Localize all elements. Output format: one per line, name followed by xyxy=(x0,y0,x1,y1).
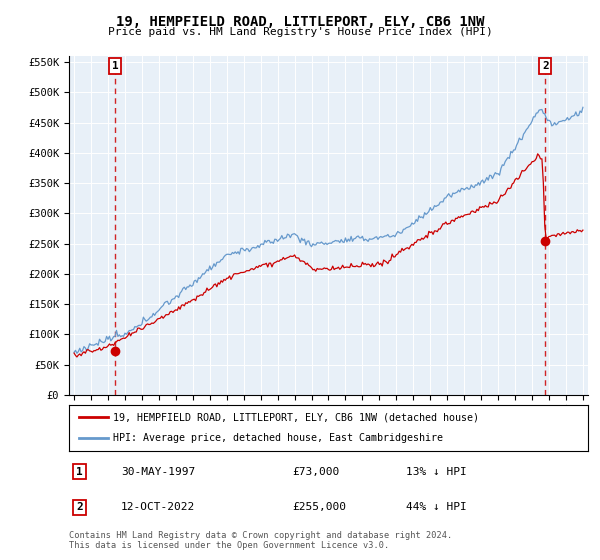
Text: 1: 1 xyxy=(76,466,83,477)
Text: 1: 1 xyxy=(112,61,119,71)
Text: 2: 2 xyxy=(542,61,548,71)
Text: 19, HEMPFIELD ROAD, LITTLEPORT, ELY, CB6 1NW (detached house): 19, HEMPFIELD ROAD, LITTLEPORT, ELY, CB6… xyxy=(113,412,479,422)
Text: £255,000: £255,000 xyxy=(292,502,346,512)
Text: 2: 2 xyxy=(76,502,83,512)
Text: 13% ↓ HPI: 13% ↓ HPI xyxy=(406,466,467,477)
Text: Price paid vs. HM Land Registry's House Price Index (HPI): Price paid vs. HM Land Registry's House … xyxy=(107,27,493,37)
Text: 19, HEMPFIELD ROAD, LITTLEPORT, ELY, CB6 1NW: 19, HEMPFIELD ROAD, LITTLEPORT, ELY, CB6… xyxy=(116,15,484,29)
Text: 12-OCT-2022: 12-OCT-2022 xyxy=(121,502,195,512)
Text: Contains HM Land Registry data © Crown copyright and database right 2024.
This d: Contains HM Land Registry data © Crown c… xyxy=(69,531,452,550)
Text: £73,000: £73,000 xyxy=(292,466,340,477)
Text: 30-MAY-1997: 30-MAY-1997 xyxy=(121,466,195,477)
Text: 44% ↓ HPI: 44% ↓ HPI xyxy=(406,502,467,512)
Text: HPI: Average price, detached house, East Cambridgeshire: HPI: Average price, detached house, East… xyxy=(113,433,443,444)
